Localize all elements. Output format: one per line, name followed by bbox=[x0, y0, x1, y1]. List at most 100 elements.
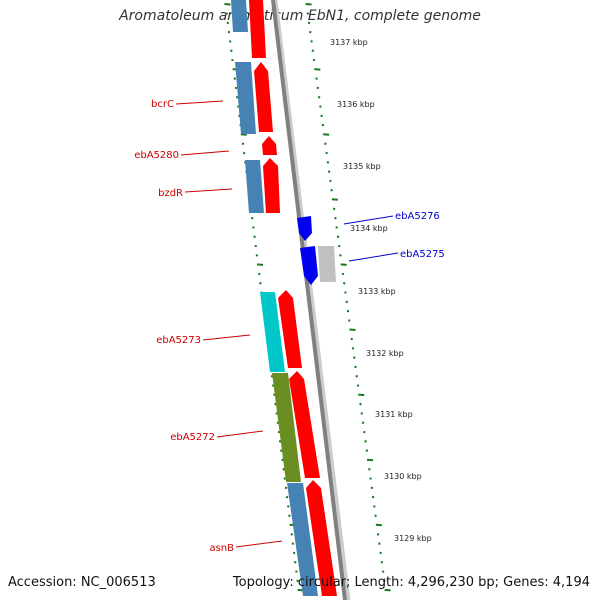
minor-tick bbox=[254, 244, 257, 248]
minor-tick bbox=[354, 365, 357, 369]
kbp-label: 3130 kbp bbox=[384, 472, 422, 481]
minor-tick bbox=[378, 542, 381, 545]
minor-tick bbox=[320, 114, 323, 118]
major-tick bbox=[323, 133, 330, 136]
gene-arrow[interactable] bbox=[300, 246, 318, 285]
minor-tick bbox=[255, 254, 259, 257]
kbp-label: 3134 kbp bbox=[350, 224, 388, 233]
major-tick bbox=[305, 3, 312, 6]
kbp-label: 3136 kbp bbox=[337, 100, 375, 109]
major-tick bbox=[224, 3, 231, 6]
minor-tick bbox=[306, 12, 310, 15]
minor-tick bbox=[226, 21, 230, 25]
cog-segment-olive bbox=[272, 373, 301, 482]
gene-label-bzdr[interactable]: bzdR bbox=[158, 188, 183, 199]
minor-tick bbox=[383, 579, 386, 583]
minor-tick bbox=[319, 105, 322, 108]
accession-text: Accession: NC_006513 bbox=[8, 575, 156, 590]
minor-tick bbox=[336, 235, 340, 238]
kbp-label: 3131 kbp bbox=[375, 410, 413, 419]
major-tick bbox=[358, 393, 365, 397]
major-tick bbox=[366, 458, 374, 462]
major-tick bbox=[331, 198, 338, 201]
minor-tick bbox=[360, 412, 364, 415]
minor-tick bbox=[347, 319, 351, 322]
minor-tick bbox=[365, 449, 369, 452]
minor-tick bbox=[316, 86, 320, 90]
gene-arrow[interactable] bbox=[297, 216, 312, 241]
cog-segment-grey bbox=[318, 246, 336, 282]
minor-tick bbox=[351, 347, 355, 350]
gene-arrow[interactable] bbox=[262, 136, 277, 155]
minor-tick bbox=[374, 514, 377, 517]
backbone-shadow bbox=[272, 0, 351, 600]
minor-tick bbox=[285, 495, 289, 499]
minor-tick bbox=[227, 30, 231, 34]
minor-tick bbox=[295, 570, 298, 573]
minor-tick bbox=[346, 309, 350, 313]
minor-tick bbox=[332, 207, 336, 211]
minor-tick bbox=[311, 49, 315, 52]
gene-label-eba5276[interactable]: ebA5276 bbox=[395, 211, 440, 222]
major-tick bbox=[349, 328, 356, 331]
minor-tick bbox=[334, 216, 337, 220]
gene-arrow[interactable] bbox=[263, 158, 280, 213]
cog-segment-steelblue bbox=[231, 0, 248, 32]
minor-tick bbox=[233, 77, 237, 80]
major-tick bbox=[314, 68, 321, 71]
minor-tick bbox=[296, 579, 299, 583]
topology-text: Topology: circular; Length: 4,296,230 bp… bbox=[232, 575, 590, 590]
gene-arrow[interactable] bbox=[254, 62, 273, 132]
minor-tick bbox=[339, 254, 342, 257]
minor-tick bbox=[252, 226, 255, 229]
minor-tick bbox=[290, 533, 294, 536]
minor-tick bbox=[363, 430, 366, 434]
gene-arrow[interactable] bbox=[278, 290, 302, 368]
minor-tick bbox=[321, 123, 325, 127]
minor-tick bbox=[242, 151, 246, 155]
gene-label-eba5272[interactable]: ebA5272 bbox=[170, 432, 215, 443]
minor-tick bbox=[287, 505, 290, 508]
gene-arrow[interactable] bbox=[289, 371, 320, 478]
minor-tick bbox=[380, 561, 384, 564]
minor-tick bbox=[356, 384, 360, 387]
minor-tick bbox=[307, 21, 311, 25]
minor-tick bbox=[327, 170, 331, 173]
gene-label-eba5273[interactable]: ebA5273 bbox=[156, 335, 201, 346]
major-tick bbox=[340, 263, 347, 266]
minor-tick bbox=[344, 291, 347, 294]
gene-label-asnb[interactable]: asnB bbox=[209, 543, 234, 554]
cog-segment-cyan bbox=[260, 292, 285, 372]
gene-arrow[interactable] bbox=[306, 480, 337, 596]
minor-tick bbox=[257, 272, 261, 276]
major-tick bbox=[240, 133, 247, 136]
kbp-label: 3129 kbp bbox=[394, 534, 432, 543]
forward-strand-genes bbox=[249, 0, 337, 596]
cog-segment-steelblue bbox=[235, 62, 256, 134]
minor-tick bbox=[364, 440, 367, 443]
minor-tick bbox=[309, 30, 312, 34]
minor-tick bbox=[370, 486, 374, 490]
minor-tick bbox=[381, 570, 385, 573]
gene-labels-left: bcrC ebA5280 bzdR ebA5273 ebA5272 asnB bbox=[134, 99, 283, 554]
minor-tick bbox=[341, 272, 345, 276]
minor-tick bbox=[361, 421, 365, 424]
minor-tick bbox=[368, 468, 371, 471]
minor-tick bbox=[259, 282, 262, 285]
minor-tick bbox=[294, 561, 297, 564]
minor-tick bbox=[253, 235, 256, 238]
gene-label-bcrc[interactable]: bcrC bbox=[151, 99, 174, 110]
major-tick bbox=[384, 588, 391, 592]
minor-tick bbox=[350, 337, 353, 341]
minor-tick bbox=[235, 96, 239, 99]
kbp-scale-labels: 3137 kbp 3136 kbp 3135 kbp 3134 kbp 3133… bbox=[330, 38, 432, 543]
reverse-strand-genes bbox=[297, 216, 318, 285]
minor-tick bbox=[376, 533, 380, 536]
gene-label-eba5275[interactable]: ebA5275 bbox=[400, 249, 445, 260]
minor-tick bbox=[292, 551, 296, 555]
gene-arrow[interactable] bbox=[249, 0, 266, 58]
cog-segment-steelblue bbox=[287, 483, 318, 596]
gene-label-eba5280[interactable]: ebA5280 bbox=[134, 150, 179, 161]
minor-tick bbox=[345, 300, 348, 304]
minor-tick bbox=[373, 505, 376, 508]
